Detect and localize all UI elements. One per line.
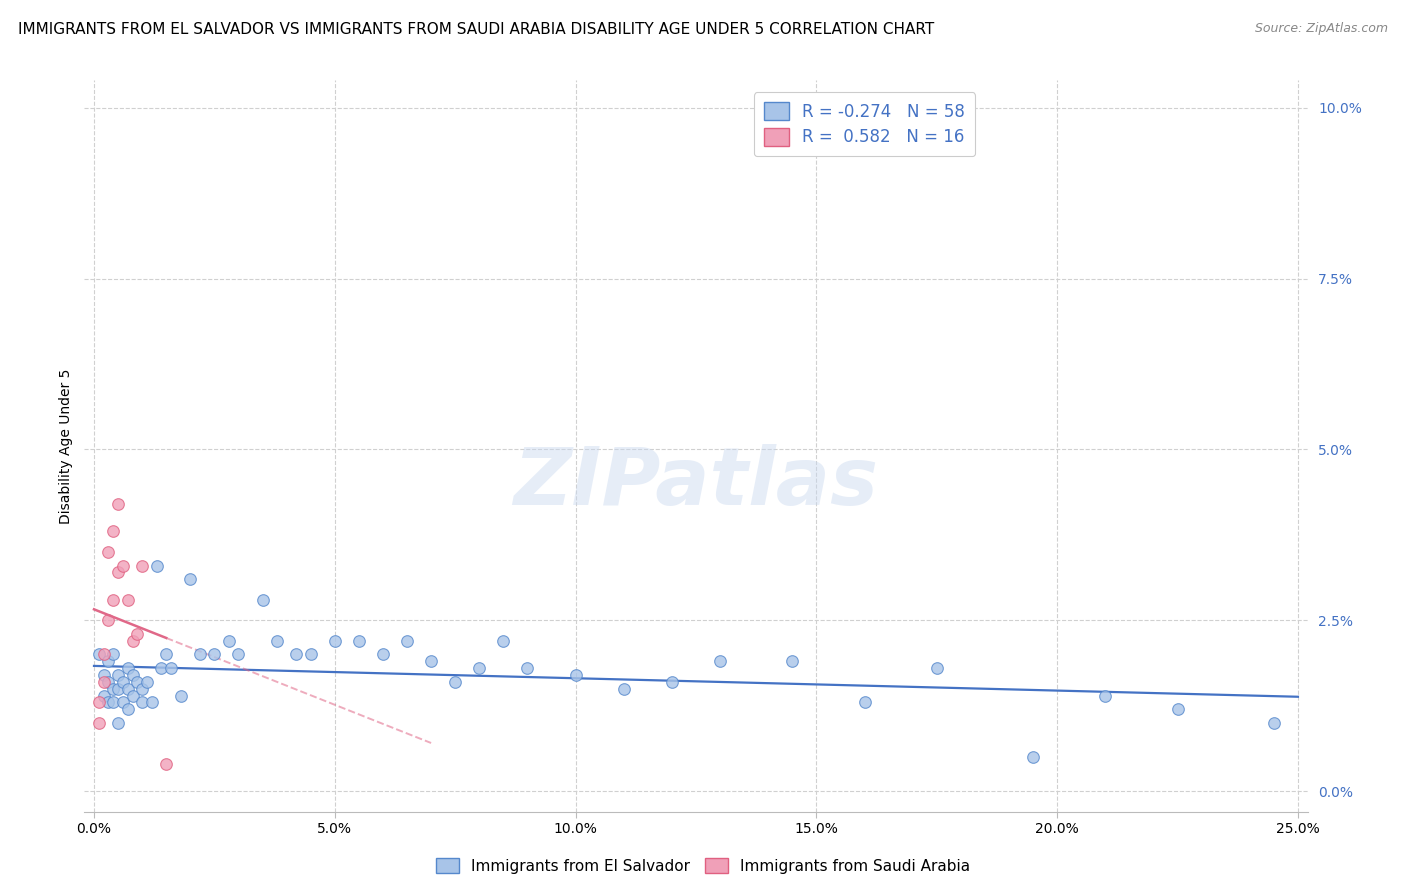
Point [323, 633, 346, 648]
Point [103, 648, 125, 662]
Legend: Immigrants from El Salvador, Immigrants from Saudi Arabia: Immigrants from El Salvador, Immigrants … [430, 852, 976, 880]
Point [141, 695, 163, 709]
Point [111, 674, 134, 689]
Point [188, 648, 211, 662]
Point [97, 654, 120, 668]
Point [107, 715, 129, 730]
Text: Source: ZipAtlas.com: Source: ZipAtlas.com [1254, 22, 1388, 36]
Point [613, 681, 636, 696]
Point [1094, 689, 1116, 703]
Point [1022, 750, 1045, 764]
Point [853, 695, 876, 709]
Point [107, 681, 129, 696]
Point [117, 592, 139, 607]
Point [925, 661, 948, 675]
Point [127, 674, 149, 689]
Point [87, 648, 110, 662]
Point [1167, 702, 1189, 716]
Point [160, 661, 183, 675]
Point [285, 648, 308, 662]
Point [782, 654, 804, 668]
Point [117, 702, 139, 716]
Point [155, 756, 177, 771]
Point [444, 674, 467, 689]
Point [93, 674, 115, 689]
Point [103, 695, 125, 709]
Point [97, 613, 120, 627]
Point [87, 715, 110, 730]
Point [266, 633, 288, 648]
Point [218, 633, 240, 648]
Point [155, 648, 177, 662]
Point [1263, 715, 1285, 730]
Point [145, 558, 167, 573]
Point [131, 681, 153, 696]
Point [97, 545, 120, 559]
Point [150, 661, 173, 675]
Point [202, 648, 225, 662]
Point [492, 633, 515, 648]
Point [252, 592, 274, 607]
Point [170, 689, 193, 703]
Point [347, 633, 370, 648]
Point [121, 689, 143, 703]
Point [228, 648, 250, 662]
Point [97, 674, 120, 689]
Point [121, 633, 143, 648]
Point [299, 648, 322, 662]
Y-axis label: Disability Age Under 5: Disability Age Under 5 [59, 368, 73, 524]
Text: ZIPatlas: ZIPatlas [513, 443, 879, 522]
Point [136, 674, 159, 689]
Legend: R = -0.274   N = 58, R =  0.582   N = 16: R = -0.274 N = 58, R = 0.582 N = 16 [754, 92, 976, 156]
Point [395, 633, 418, 648]
Point [111, 558, 134, 573]
Point [103, 524, 125, 539]
Point [93, 668, 115, 682]
Point [107, 668, 129, 682]
Point [107, 566, 129, 580]
Point [93, 648, 115, 662]
Point [103, 592, 125, 607]
Point [420, 654, 443, 668]
Text: IMMIGRANTS FROM EL SALVADOR VS IMMIGRANTS FROM SAUDI ARABIA DISABILITY AGE UNDER: IMMIGRANTS FROM EL SALVADOR VS IMMIGRANT… [18, 22, 935, 37]
Point [121, 668, 143, 682]
Point [516, 661, 538, 675]
Point [97, 695, 120, 709]
Point [93, 689, 115, 703]
Point [111, 695, 134, 709]
Point [131, 558, 153, 573]
Point [661, 674, 683, 689]
Point [564, 668, 586, 682]
Point [131, 695, 153, 709]
Point [179, 572, 201, 586]
Point [87, 695, 110, 709]
Point [709, 654, 731, 668]
Point [371, 648, 394, 662]
Point [107, 497, 129, 511]
Point [117, 661, 139, 675]
Point [127, 627, 149, 641]
Point [117, 681, 139, 696]
Point [103, 681, 125, 696]
Point [468, 661, 491, 675]
